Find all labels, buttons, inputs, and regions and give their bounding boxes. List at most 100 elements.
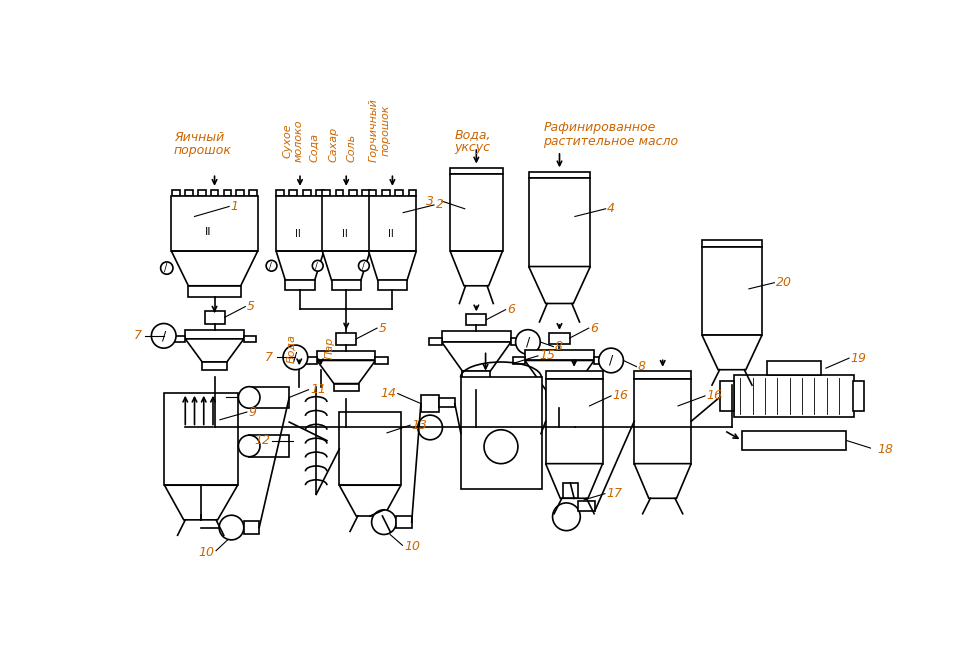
Bar [249,435,289,457]
Bar [172,336,185,342]
Bar [524,350,594,360]
Bar [594,356,606,363]
Text: II: II [205,227,211,237]
Text: II: II [341,229,347,239]
Text: порошок: порошок [173,144,232,157]
Bar [276,197,324,251]
Text: /: / [315,262,318,270]
Circle shape [484,430,517,463]
Bar [249,387,289,408]
Text: /: / [162,329,166,342]
Polygon shape [546,463,602,498]
Text: 8: 8 [554,340,562,353]
Bar [528,172,590,178]
Bar [396,516,411,528]
Text: 9: 9 [248,406,256,419]
Bar [562,483,578,498]
Bar [439,398,454,408]
Bar [335,190,343,197]
Text: Сухое
молоко: Сухое молоко [282,119,303,162]
Text: 16: 16 [705,389,722,402]
Bar [634,371,691,379]
Text: 6: 6 [507,303,515,316]
Text: Горчичный
порошок: Горчичный порошок [368,98,390,162]
Bar [394,190,402,197]
Text: уксус: уксус [454,141,490,154]
Text: 4: 4 [607,202,614,215]
Bar [198,190,205,197]
Polygon shape [441,342,511,371]
Bar [546,371,602,379]
Bar [450,168,502,174]
Circle shape [283,345,307,370]
Text: 17: 17 [606,487,622,500]
Bar [460,378,542,489]
Text: 18: 18 [877,443,892,456]
Bar [331,280,360,289]
Circle shape [552,503,579,531]
Bar [377,280,407,289]
Bar [741,430,845,450]
Text: II: II [296,229,300,239]
Text: Вода: Вода [286,334,297,363]
Text: /: / [293,351,297,364]
Circle shape [371,510,396,535]
Text: Соль: Соль [346,134,357,162]
Bar [421,395,439,412]
Bar [165,393,237,485]
Polygon shape [450,251,502,286]
Polygon shape [165,485,237,520]
Bar [382,190,390,197]
Text: 5: 5 [378,322,386,335]
Bar [702,247,762,335]
Text: 2: 2 [435,199,443,212]
Bar [202,362,227,370]
Bar [185,330,243,339]
Circle shape [219,515,243,540]
Bar [276,190,284,197]
Text: Сода: Сода [309,132,320,162]
Bar [429,338,441,345]
Bar [548,333,569,343]
Text: 16: 16 [612,389,628,402]
Bar [368,197,416,251]
Text: 12: 12 [254,434,269,447]
Text: 1: 1 [231,200,238,213]
Bar [249,190,257,197]
Bar [466,314,485,325]
Text: 15: 15 [539,349,555,362]
Text: Пар: Пар [325,337,334,360]
Text: 13: 13 [411,419,427,432]
Circle shape [161,262,172,275]
Text: 11: 11 [310,383,326,397]
Text: Рафинированное: Рафинированное [543,121,655,134]
Bar [223,190,231,197]
Bar [243,521,259,533]
Bar [362,190,370,197]
Text: Сахар: Сахар [328,127,338,162]
Bar [302,190,310,197]
Bar [204,311,224,323]
Bar [172,190,179,197]
Circle shape [151,323,175,348]
Bar [512,356,524,363]
Polygon shape [172,251,258,286]
Polygon shape [524,360,594,390]
Bar [462,371,489,380]
Circle shape [266,260,276,271]
Bar [316,190,324,197]
Polygon shape [185,339,243,362]
Bar [546,390,573,399]
Bar [285,280,314,289]
Bar [185,190,193,197]
Bar [368,190,376,197]
Circle shape [598,348,623,373]
Bar [304,358,317,363]
Bar [702,240,762,247]
Bar [339,412,400,485]
Polygon shape [276,251,324,280]
Polygon shape [317,360,375,384]
Bar [720,381,734,411]
Bar [528,178,590,267]
Text: /: / [165,263,168,273]
